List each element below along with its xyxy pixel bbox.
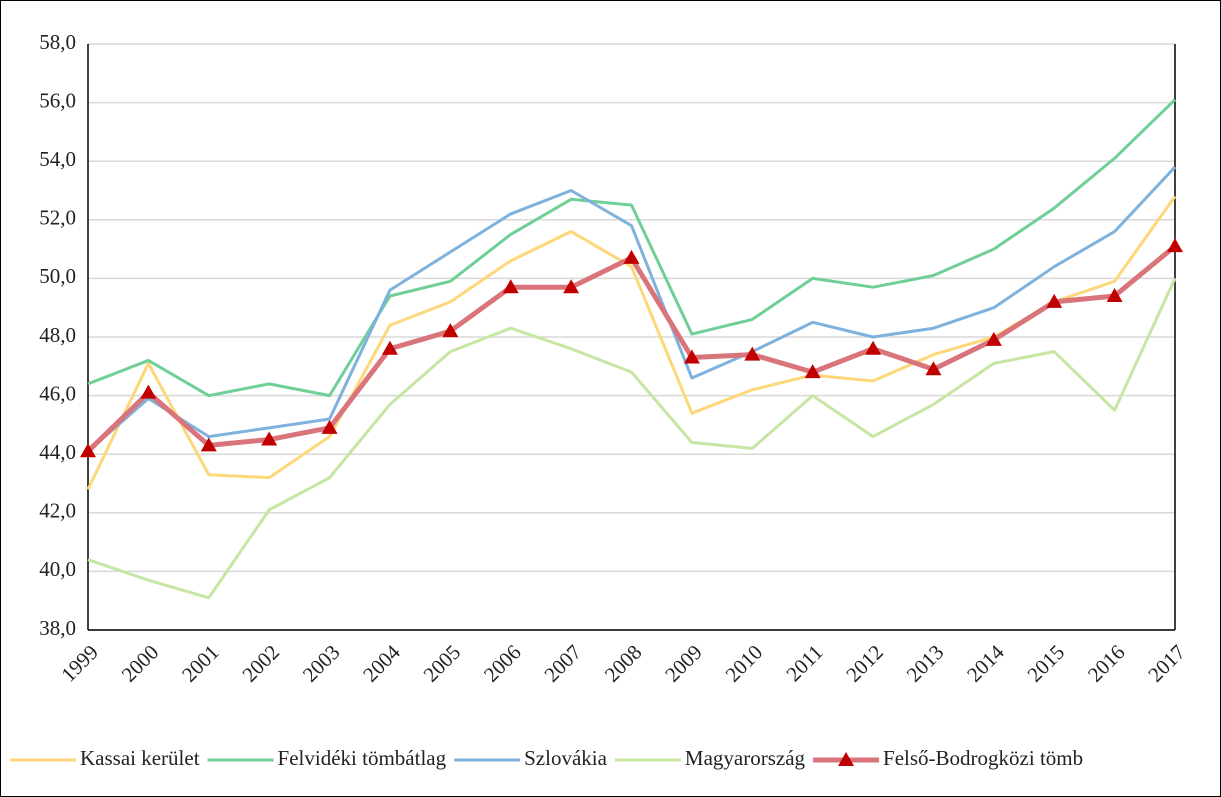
point-marker [261,431,278,446]
y-tick-label: 58,0 [39,30,76,54]
y-tick-label: 44,0 [39,440,76,464]
y-tick-label: 38,0 [39,616,76,640]
point-marker [321,419,338,434]
y-tick-label: 50,0 [39,264,76,288]
point-marker [1167,238,1183,253]
point-marker [442,323,459,338]
point-marker [140,384,157,399]
legend-marker [838,752,855,766]
series-line [87,98,1177,398]
legend-label: Felső-Bodrogközi tömb [883,746,1083,770]
y-tick-label: 54,0 [39,147,76,171]
y-tick-label: 42,0 [39,499,76,523]
legend-label: Szlovákia [524,746,607,770]
point-marker [200,437,217,452]
point-marker [502,279,519,294]
point-marker [1046,293,1063,308]
y-tick-label: 52,0 [39,206,76,230]
y-tick-label: 56,0 [39,88,76,112]
point-marker [865,340,882,355]
y-tick-label: 46,0 [39,381,76,405]
point-marker [804,364,821,379]
point-marker [925,361,942,376]
legend-label: Felvidéki tömbátlag [278,746,447,770]
y-tick-label: 40,0 [39,557,76,581]
point-marker [985,331,1002,346]
series-line [87,166,1177,453]
point-marker [683,349,700,364]
point-marker [1106,287,1123,302]
point-marker [744,346,761,361]
series-line [87,277,1177,600]
point-marker [623,249,640,264]
y-tick-label: 48,0 [39,323,76,347]
legend-label: Magyarország [685,746,806,770]
point-marker [381,340,398,355]
legend-label: Kassai kerület [80,746,200,770]
point-marker [80,443,96,458]
point-marker [563,279,580,294]
